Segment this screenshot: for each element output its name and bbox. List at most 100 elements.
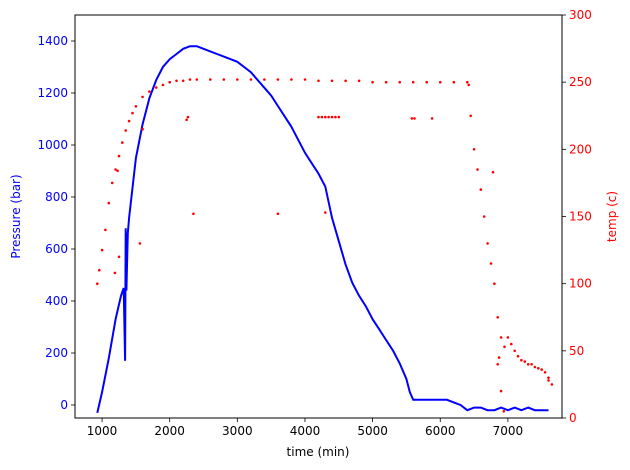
temp-point — [537, 367, 540, 370]
temp-point — [195, 78, 199, 81]
temp-point — [138, 242, 142, 245]
temp-point — [154, 86, 158, 89]
temp-point — [357, 79, 361, 83]
temp-point — [168, 80, 171, 84]
temp-point — [410, 117, 414, 120]
left-tick-label: 1000 — [37, 138, 68, 152]
temp-point — [513, 349, 516, 353]
left-tick-label: 800 — [45, 190, 68, 204]
temp-point — [209, 78, 212, 81]
temp-point — [472, 148, 476, 151]
temp-point — [148, 90, 151, 93]
temp-point — [96, 282, 99, 286]
temp-point — [543, 371, 547, 374]
temp-point — [141, 95, 144, 99]
temp-point — [124, 129, 127, 132]
x-tick-label: 1000 — [87, 424, 118, 438]
right-axis-label: temp (c) — [605, 191, 619, 242]
temp-point — [222, 78, 226, 81]
temp-point — [263, 78, 266, 81]
temp-point — [107, 201, 111, 205]
temp-point — [503, 345, 506, 349]
temp-point — [430, 117, 434, 120]
temp-point — [114, 168, 117, 171]
temp-point — [502, 410, 506, 413]
right-tick-label: 150 — [569, 210, 592, 224]
temp-point — [116, 169, 119, 173]
temp-point — [181, 79, 185, 83]
right-tick-label: 50 — [569, 344, 584, 358]
left-axis-label: Pressure (bar) — [9, 174, 23, 258]
right-y-axis: 0 50 100 150 200 250 300 — [562, 8, 592, 425]
x-tick-label: 7000 — [493, 424, 524, 438]
temp-point — [185, 118, 188, 122]
temp-point — [276, 212, 280, 216]
temp-point — [499, 336, 503, 339]
plot-area-frame — [74, 14, 563, 419]
temp-point — [497, 356, 501, 359]
left-tick-label: 1400 — [37, 34, 68, 48]
right-tick-label: 300 — [569, 8, 592, 22]
temp-point — [134, 105, 138, 108]
temp-point — [489, 262, 493, 265]
temp-point — [334, 115, 337, 119]
temp-point — [482, 215, 486, 218]
temp-point — [523, 360, 527, 363]
temp-point — [469, 114, 473, 118]
temp-point — [127, 119, 131, 123]
temp-point — [496, 316, 500, 319]
temp-point — [344, 79, 347, 83]
temp-point — [516, 354, 520, 358]
temp-point — [330, 115, 334, 119]
left-tick-label: 0 — [60, 398, 68, 412]
temp-point — [161, 83, 165, 87]
temp-point — [104, 228, 107, 232]
x-tick-label: 2000 — [154, 424, 185, 438]
temp-point — [467, 83, 471, 87]
temp-point — [141, 127, 144, 131]
temp-point — [330, 79, 334, 83]
temp-point — [320, 115, 324, 119]
temp-point — [317, 79, 320, 83]
x-tick-label: 5000 — [357, 424, 388, 438]
right-tick-label: 250 — [569, 75, 592, 89]
temp-point — [371, 80, 374, 84]
temp-point — [303, 78, 307, 81]
left-tick-label: 200 — [45, 346, 68, 360]
temp-point — [236, 78, 239, 81]
temp-point — [384, 80, 388, 84]
left-tick-label: 600 — [45, 242, 68, 256]
temp-point — [533, 365, 537, 369]
temp-point — [324, 115, 327, 119]
temp-point — [317, 115, 320, 119]
temp-point — [439, 80, 442, 84]
x-tick-label: 6000 — [425, 424, 456, 438]
temp-point — [290, 78, 293, 81]
x-axis-label: time (min) — [287, 445, 350, 459]
temp-point — [540, 368, 543, 371]
temp-point — [324, 211, 327, 214]
temp-point — [117, 255, 121, 259]
temp-point — [547, 376, 550, 380]
temp-point — [466, 80, 469, 84]
x-tick-label: 3000 — [222, 424, 253, 438]
temp-point — [121, 141, 124, 144]
temp-point — [113, 271, 117, 275]
temp-point — [100, 248, 104, 252]
temp-point — [413, 117, 416, 120]
left-y-axis: 0 200 400 600 800 1000 1200 1400 — [37, 34, 75, 412]
temp-point — [550, 383, 554, 386]
temp-point — [398, 80, 402, 84]
temp-point — [411, 80, 415, 84]
left-tick-label: 1200 — [37, 86, 68, 100]
temp-point — [327, 115, 330, 119]
temp-point — [520, 358, 523, 362]
temp-point — [131, 111, 134, 115]
temp-point — [493, 282, 496, 286]
temp-point — [499, 389, 503, 393]
right-tick-label: 0 — [569, 411, 577, 425]
temp-point — [476, 168, 479, 171]
temp-point — [479, 188, 483, 191]
